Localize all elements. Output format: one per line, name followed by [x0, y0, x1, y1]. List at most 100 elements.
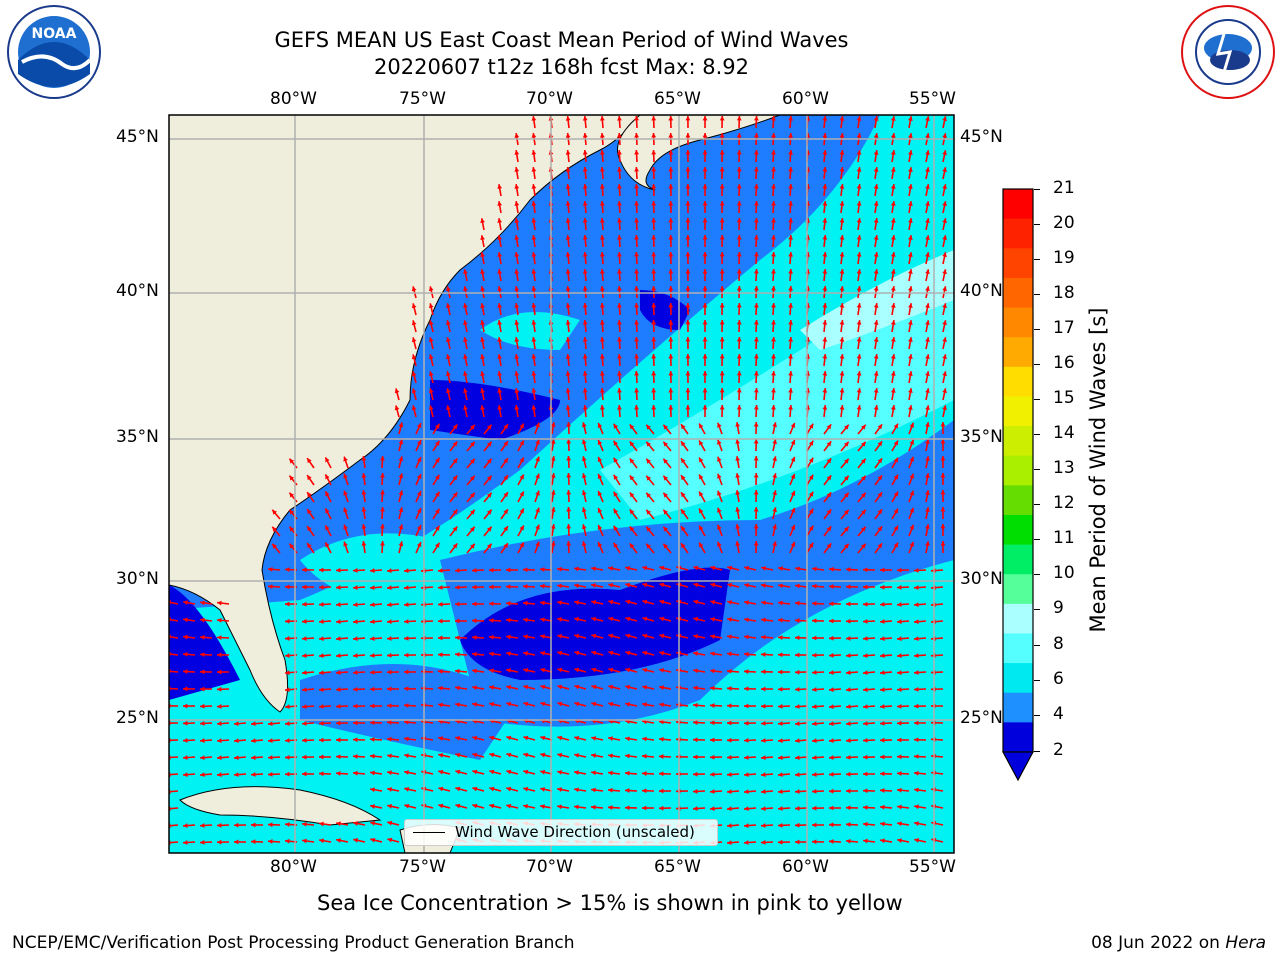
wave-direction-arrowhead [778, 600, 783, 606]
wave-direction-arrowhead [940, 473, 946, 478]
wave-direction-arrowhead [788, 405, 793, 410]
wave-direction-arrowhead [685, 388, 691, 393]
wave-direction-arrowhead [753, 269, 759, 274]
wave-direction-arrowhead [668, 133, 674, 138]
wave-direction-arrowhead [844, 475, 849, 481]
colorbar-tick-mark [1034, 294, 1040, 295]
footer-date-text: 08 Jun 2022 on [1091, 933, 1226, 953]
wave-direction-arrowhead [702, 167, 708, 172]
wave-direction-arrowhead [710, 617, 716, 622]
wave-direction-arrowhead [778, 772, 783, 778]
wave-direction-arrowhead [353, 585, 358, 590]
graticule [169, 115, 954, 853]
wave-direction-arrowhead [486, 475, 492, 481]
wave-direction-arrowhead [497, 354, 503, 359]
wave-direction-arrowhead [719, 150, 725, 155]
wave-direction-arrowhead [877, 492, 883, 498]
wave-direction-arrowhead [634, 184, 639, 189]
wave-direction-arrowhead [839, 337, 845, 342]
wave-direction-arrowhead [387, 703, 392, 709]
wave-direction-arrowhead [846, 838, 851, 844]
wave-direction-arrow [169, 601, 179, 605]
wave-direction-arrowhead [863, 754, 868, 760]
wave-direction-arrowhead [659, 582, 665, 588]
wave-direction-arrowhead [285, 738, 290, 743]
colorbar-tick-mark [1034, 609, 1040, 610]
wave-direction-arrowhead [361, 490, 367, 495]
wave-direction-arrowhead [307, 458, 312, 464]
wave-direction-arrowhead [668, 405, 674, 410]
wave-direction-arrowhead [646, 526, 651, 532]
wave-direction-arrowhead [325, 474, 330, 480]
wave-direction-arrowhead [452, 492, 458, 498]
wave-direction-arrowhead [771, 150, 776, 155]
wave-direction-arrowhead [617, 320, 622, 325]
wave-direction-arrowhead [470, 526, 475, 532]
wave-direction-arrowhead [940, 456, 946, 461]
wave-direction-arrowhead [470, 458, 475, 464]
wave-direction-arrowhead [581, 422, 587, 428]
wave-direction-arrowhead [629, 526, 635, 532]
wave-direction-arrowhead [550, 422, 556, 427]
wave-direction-arrowhead [863, 636, 868, 641]
wave-direction-arrowhead [307, 475, 312, 481]
wave-direction-arrowhead [761, 600, 766, 606]
wave-direction-arrowhead [217, 635, 222, 641]
wave-direction-arrowhead [778, 822, 783, 828]
wave-direction-arrowhead [353, 703, 358, 709]
wave-direction-arrowhead [925, 167, 930, 173]
wave-direction-arrow [169, 790, 179, 793]
wave-direction-arrowhead [908, 303, 913, 308]
colorbar-tick-label: 20 [1053, 213, 1075, 233]
wave-direction-arrowhead [435, 423, 440, 429]
wave-direction-arrowhead [217, 738, 222, 744]
lon-label-bottom: 60°W [782, 857, 829, 877]
wave-direction-arrowhead [717, 439, 722, 445]
wave-direction-arrowhead [336, 585, 341, 590]
wave-direction-arrowhead [398, 507, 404, 513]
wave-direction-arrowhead [863, 721, 868, 726]
wave-direction-arrowhead [846, 805, 851, 811]
wave-direction-arrowhead [795, 669, 800, 675]
wave-direction-arrowhead [822, 286, 828, 291]
wave-direction-arrowhead [629, 543, 635, 549]
lat-label-left: 40°N [116, 281, 159, 301]
wave-direction-arrowhead [455, 668, 460, 674]
wave-direction-arrowhead [788, 184, 793, 189]
wave-direction-arrowhead [540, 684, 546, 690]
wave-direction-arrowhead [285, 618, 290, 624]
wave-direction-arrowhead [503, 424, 508, 430]
colorbar-tick-label: 18 [1053, 283, 1075, 303]
wave-direction-arrowhead [200, 839, 205, 845]
wave-direction-arrowhead [942, 235, 947, 241]
wave-direction-arrowhead [608, 566, 613, 571]
wave-direction-arrowhead [411, 371, 417, 377]
wave-direction-arrowhead [599, 354, 605, 359]
wave-direction-arrowhead [914, 838, 920, 843]
wave-direction-arrowhead [268, 721, 273, 727]
wave-direction-arrowhead [634, 320, 639, 325]
wave-direction-arrowhead [822, 201, 828, 206]
wave-direction-arrowhead [319, 636, 324, 642]
wave-direction-arrowhead [599, 303, 605, 308]
wave-direction-arrowhead [856, 252, 862, 257]
wave-direction-arrowhead [753, 524, 759, 529]
wave-direction-arrowhead [914, 804, 919, 810]
wave-direction-arrowhead [608, 805, 613, 810]
wave-direction-arrowhead [531, 150, 537, 155]
wave-direction-arrowhead [514, 269, 520, 274]
wave-direction-arrowhead [795, 686, 800, 692]
wave-direction-arrowhead [873, 354, 879, 359]
wave-direction-arrowhead [428, 320, 434, 326]
wave-direction-arrowhead [846, 704, 851, 710]
wave-direction-arrowhead [736, 371, 742, 376]
wave-direction-arrowhead [925, 320, 930, 326]
wave-direction-arrowhead [710, 668, 715, 674]
wave-direction-arrowhead [642, 633, 648, 639]
wave-direction-arrowhead [435, 491, 440, 497]
lon-label-top: 55°W [909, 89, 956, 109]
wave-direction-arrowhead [486, 543, 492, 549]
colorbar-tick-label: 12 [1053, 493, 1075, 513]
wave-direction-arrowhead [685, 252, 691, 257]
wave-direction-arrowhead [744, 565, 750, 571]
